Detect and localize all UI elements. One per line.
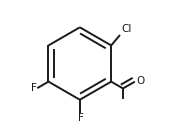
Text: F: F: [31, 83, 37, 93]
Text: F: F: [78, 113, 83, 123]
Text: Cl: Cl: [121, 24, 132, 34]
Text: O: O: [137, 76, 145, 86]
